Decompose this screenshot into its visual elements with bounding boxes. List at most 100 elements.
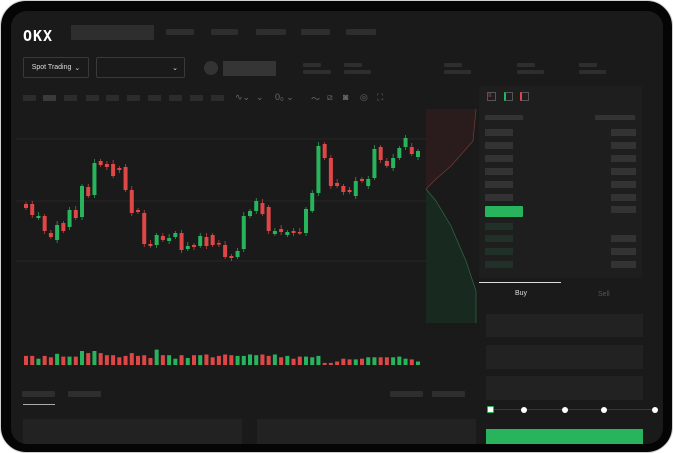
- interval-button[interactable]: [211, 95, 224, 101]
- volume-bar: [297, 356, 302, 365]
- ask-price[interactable]: [485, 168, 513, 175]
- slider-step[interactable]: [601, 407, 607, 413]
- volume-bar: [248, 354, 252, 365]
- candle: [328, 158, 333, 186]
- interval-button[interactable]: [86, 95, 99, 101]
- chart-type-icon[interactable]: ⌄: [256, 92, 264, 102]
- slider-step[interactable]: [652, 407, 658, 413]
- interval-button-active[interactable]: [43, 95, 56, 101]
- book-asks-icon[interactable]: [520, 92, 529, 101]
- ruler-icon[interactable]: ⧄: [327, 92, 333, 102]
- interval-icon[interactable]: 0₀ ⌄: [275, 92, 294, 102]
- screen: OKX Spot Trading ⌄ ⌄ ∿⌄ ⌄ 0₀ ⌄ 〜 ⧄ ◙ ◎ ⛶: [11, 11, 663, 444]
- volume-bar: [167, 355, 172, 365]
- price-input[interactable]: [486, 314, 643, 337]
- bid-amount[interactable]: [611, 235, 636, 242]
- ask-amount[interactable]: [611, 181, 636, 188]
- nav-item[interactable]: [166, 29, 194, 35]
- bid-amount[interactable]: [611, 261, 636, 268]
- ask-amount[interactable]: [611, 129, 636, 136]
- stat-label: [517, 63, 535, 67]
- volume-bar: [148, 358, 153, 365]
- ask-amount[interactable]: [611, 206, 636, 213]
- candle: [136, 210, 140, 212]
- nav-item[interactable]: [256, 29, 286, 35]
- volume-bar: [67, 356, 72, 365]
- search-bar[interactable]: [71, 25, 154, 40]
- slider-track[interactable]: [491, 409, 658, 410]
- bid-amount[interactable]: [611, 248, 636, 255]
- pair-dropdown[interactable]: ⌄: [96, 57, 185, 78]
- interval-button[interactable]: [64, 95, 77, 101]
- slider-handle[interactable]: [487, 406, 494, 413]
- fullscreen-icon[interactable]: ⛶: [377, 92, 384, 102]
- candle: [117, 168, 122, 170]
- candlestick-chart[interactable]: [11, 11, 663, 444]
- candle: [235, 251, 240, 257]
- candle: [123, 167, 128, 190]
- camera-icon[interactable]: ◙: [343, 92, 349, 102]
- candle: [285, 232, 290, 235]
- interval-button[interactable]: [106, 95, 119, 101]
- total-input[interactable]: [486, 376, 643, 400]
- bid-price[interactable]: [485, 261, 513, 268]
- settings-icon[interactable]: ◎: [360, 92, 368, 102]
- candle: [24, 204, 28, 208]
- volume-bar: [123, 355, 128, 365]
- bottom-action[interactable]: [390, 391, 423, 397]
- candle: [216, 243, 221, 245]
- interval-button[interactable]: [190, 95, 203, 101]
- volume-bar: [235, 355, 240, 365]
- interval-button[interactable]: [127, 95, 140, 101]
- line-tool-icon[interactable]: 〜: [311, 94, 321, 104]
- candle: [316, 146, 321, 193]
- candle: [160, 236, 165, 240]
- ask-amount[interactable]: [611, 142, 636, 149]
- orderbook-header: [485, 115, 523, 120]
- ask-amount[interactable]: [611, 194, 636, 201]
- buy-tab[interactable]: Buy: [515, 290, 528, 297]
- volume-bar: [310, 357, 315, 365]
- bottom-tab[interactable]: [68, 391, 101, 397]
- spot-trading-dropdown[interactable]: Spot Trading ⌄: [23, 57, 89, 78]
- ask-price[interactable]: [485, 155, 513, 162]
- candle: [378, 147, 383, 160]
- bid-price[interactable]: [485, 235, 513, 242]
- bid-price[interactable]: [485, 248, 513, 255]
- bid-price[interactable]: [485, 223, 513, 230]
- amount-input[interactable]: [486, 345, 643, 369]
- volume-bar: [179, 355, 184, 365]
- buy-button[interactable]: [486, 429, 643, 444]
- bottom-tab-active[interactable]: [22, 391, 55, 397]
- volume-bar: [160, 355, 165, 365]
- interval-button[interactable]: [148, 95, 161, 101]
- indicator-icon[interactable]: ∿⌄: [235, 92, 251, 102]
- volume-bar: [173, 358, 178, 365]
- interval-button[interactable]: [169, 95, 182, 101]
- book-both-icon[interactable]: ≡: [487, 92, 496, 101]
- candle: [229, 256, 234, 258]
- volume-bar: [316, 355, 321, 365]
- bottom-action[interactable]: [432, 391, 465, 397]
- candle: [179, 233, 184, 250]
- ask-price[interactable]: [485, 181, 513, 188]
- ask-price[interactable]: [485, 194, 513, 201]
- slider-step[interactable]: [562, 407, 568, 413]
- ask-amount[interactable]: [611, 168, 636, 175]
- book-bids-icon[interactable]: [504, 92, 513, 101]
- ask-price[interactable]: [485, 142, 513, 149]
- volume-bar: [291, 358, 296, 365]
- orders-panel: [257, 419, 476, 444]
- sell-tab[interactable]: Sell: [598, 291, 610, 298]
- slider-step[interactable]: [521, 407, 527, 413]
- interval-button[interactable]: [23, 95, 36, 101]
- volume-bar: [266, 355, 271, 365]
- candle: [409, 147, 414, 154]
- ask-amount[interactable]: [611, 155, 636, 162]
- nav-item[interactable]: [346, 29, 376, 35]
- chevron-down-icon: ⌄: [172, 64, 178, 72]
- ask-price[interactable]: [485, 129, 513, 136]
- nav-item[interactable]: [211, 29, 238, 35]
- nav-item[interactable]: [301, 29, 330, 35]
- volume-bar: [136, 355, 140, 365]
